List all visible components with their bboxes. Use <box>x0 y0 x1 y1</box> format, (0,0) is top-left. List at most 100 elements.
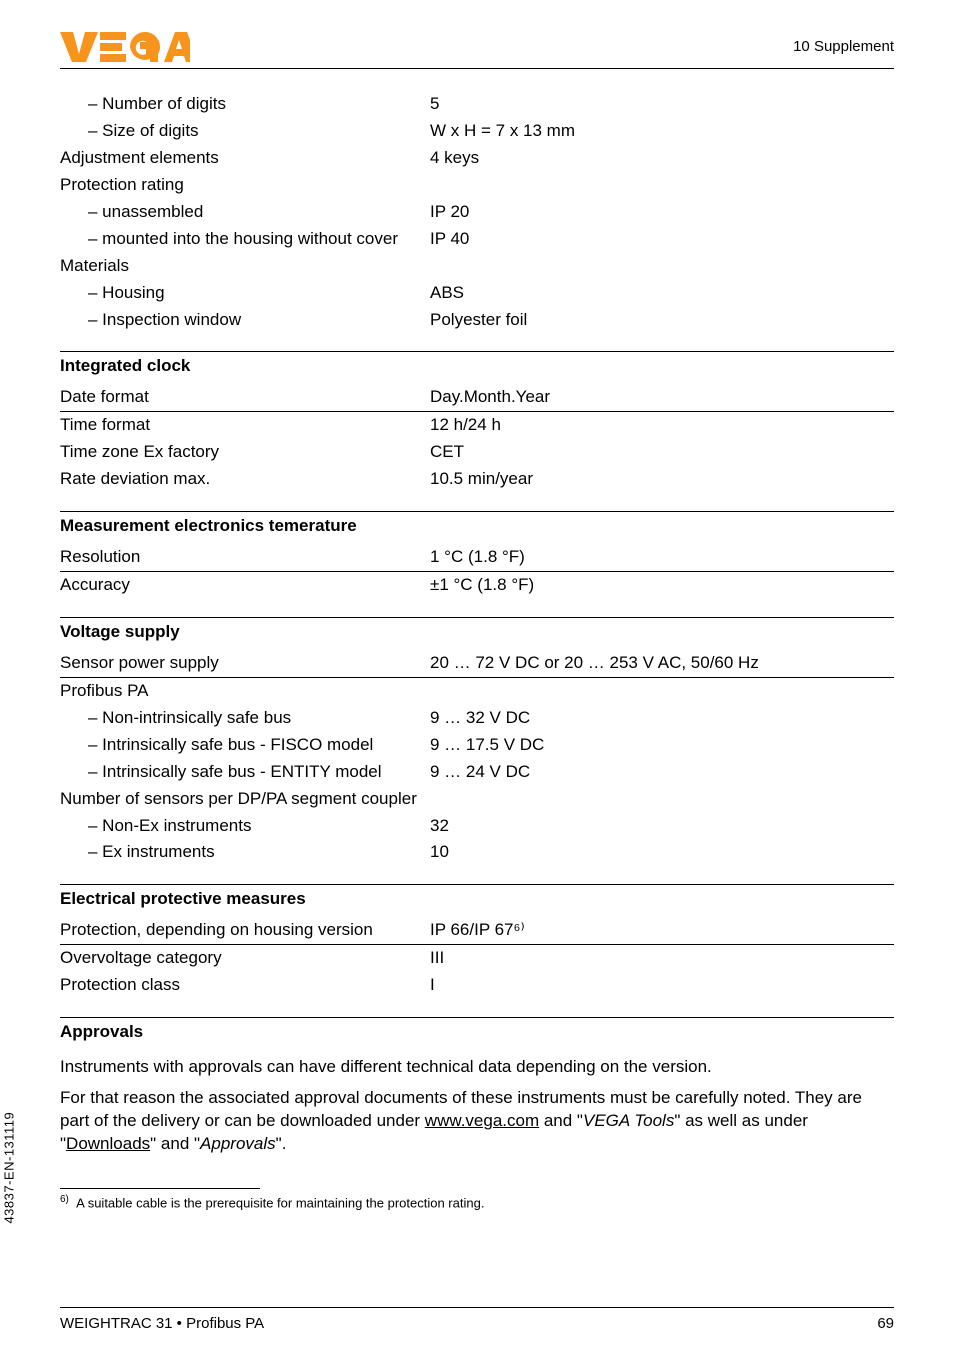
spec-row: Time zone Ex factoryCET <box>60 439 894 466</box>
footnote-marker: 6) <box>60 1194 69 1205</box>
content-body: – Number of digits5– Size of digitsW x H… <box>60 91 894 999</box>
spec-value: 4 keys <box>430 147 894 170</box>
spec-row: Number of sensors per DP/PA segment coup… <box>60 786 894 813</box>
vega-logo <box>60 30 190 64</box>
header-bar: 10 Supplement <box>60 30 894 69</box>
footer-page-number: 69 <box>877 1314 894 1334</box>
approvals-text: ". <box>276 1134 287 1153</box>
spec-row: Materials <box>60 253 894 280</box>
spec-value: W x H = 7 x 13 mm <box>430 120 894 143</box>
spec-label: – Intrinsically safe bus - FISCO model <box>60 734 430 757</box>
link-downloads[interactable]: Downloads <box>66 1134 150 1153</box>
spec-value <box>430 680 894 703</box>
spec-label: Number of sensors per DP/PA segment coup… <box>60 788 430 811</box>
spec-label: Time format <box>60 414 430 437</box>
spec-row: Sensor power supply20 … 72 V DC or 20 … … <box>60 650 894 678</box>
spec-label: – Ex instruments <box>60 841 430 864</box>
section-heading: Measurement electronics temerature <box>60 511 894 544</box>
spec-value: 9 … 32 V DC <box>430 707 894 730</box>
spec-value <box>430 788 894 811</box>
footnote: 6) A suitable cable is the prerequisite … <box>60 1193 894 1212</box>
spec-row: Adjustment elements4 keys <box>60 145 894 172</box>
spec-value: 5 <box>430 93 894 116</box>
spec-value: ±1 °C (1.8 °F) <box>430 574 894 597</box>
spec-value: 32 <box>430 815 894 838</box>
approvals-italic: VEGA Tools <box>583 1111 674 1130</box>
spec-label: Rate deviation max. <box>60 468 430 491</box>
spec-label: – Inspection window <box>60 309 430 332</box>
spec-row: Protection, depending on housing version… <box>60 917 894 945</box>
spec-row: – Inspection windowPolyester foil <box>60 307 894 334</box>
spec-value: Polyester foil <box>430 309 894 332</box>
spec-row: – Intrinsically safe bus - ENTITY model9… <box>60 759 894 786</box>
spec-label: – Non-intrinsically safe bus <box>60 707 430 730</box>
spec-row: Protection classI <box>60 972 894 999</box>
link-vega[interactable]: www.vega.com <box>425 1111 539 1130</box>
spec-row: Protection rating <box>60 172 894 199</box>
spec-row: Overvoltage categoryIII <box>60 945 894 972</box>
spec-row: – Ex instruments10 <box>60 839 894 866</box>
spec-label: Materials <box>60 255 430 278</box>
approvals-line1: Instruments with approvals can have diff… <box>60 1057 712 1076</box>
spec-value: 12 h/24 h <box>430 414 894 437</box>
footnote-separator <box>60 1188 260 1189</box>
footer-left: WEIGHTRAC 31 • Profibus PA <box>60 1314 264 1334</box>
spec-value: IP 40 <box>430 228 894 251</box>
section-heading: Voltage supply <box>60 617 894 650</box>
spec-value: 20 … 72 V DC or 20 … 253 V AC, 50/60 Hz <box>430 652 894 675</box>
spec-row: Date formatDay.Month.Year <box>60 384 894 412</box>
spec-row: Time format12 h/24 h <box>60 412 894 439</box>
spec-label: Overvoltage category <box>60 947 430 970</box>
page-footer: WEIGHTRAC 31 • Profibus PA 69 <box>60 1307 894 1334</box>
spec-row: – Intrinsically safe bus - FISCO model9 … <box>60 732 894 759</box>
approvals-body: Instruments with approvals can have diff… <box>60 1050 894 1160</box>
spec-row: Resolution1 °C (1.8 °F) <box>60 544 894 572</box>
approvals-text: " and " <box>150 1134 200 1153</box>
spec-row: – HousingABS <box>60 280 894 307</box>
spec-label: – Housing <box>60 282 430 305</box>
spec-value: I <box>430 974 894 997</box>
chapter-label: 10 Supplement <box>793 37 894 57</box>
spec-value: 10 <box>430 841 894 864</box>
spec-row: Rate deviation max.10.5 min/year <box>60 466 894 493</box>
spec-label: – Intrinsically safe bus - ENTITY model <box>60 761 430 784</box>
spec-row: – Non-intrinsically safe bus9 … 32 V DC <box>60 705 894 732</box>
spec-row: Accuracy±1 °C (1.8 °F) <box>60 572 894 599</box>
spec-row: – Number of digits5 <box>60 91 894 118</box>
spec-value: CET <box>430 441 894 464</box>
spec-value: 1 °C (1.8 °F) <box>430 546 894 569</box>
spec-row: – Non-Ex instruments32 <box>60 813 894 840</box>
spec-value: 10.5 min/year <box>430 468 894 491</box>
spec-label: Profibus PA <box>60 680 430 703</box>
spec-label: – Non-Ex instruments <box>60 815 430 838</box>
approvals-heading: Approvals <box>60 1017 894 1050</box>
spec-label: Adjustment elements <box>60 147 430 170</box>
spec-value: 9 … 24 V DC <box>430 761 894 784</box>
spec-label: Protection class <box>60 974 430 997</box>
spec-label: Accuracy <box>60 574 430 597</box>
spec-value: Day.Month.Year <box>430 386 894 409</box>
spec-label: – Size of digits <box>60 120 430 143</box>
spec-label: – Number of digits <box>60 93 430 116</box>
approvals-text: and " <box>539 1111 583 1130</box>
spec-row: – unassembledIP 20 <box>60 199 894 226</box>
approvals-italic: Approvals <box>200 1134 276 1153</box>
spec-value: IP 20 <box>430 201 894 224</box>
footnote-text: A suitable cable is the prerequisite for… <box>76 1195 484 1210</box>
spec-row: – Size of digitsW x H = 7 x 13 mm <box>60 118 894 145</box>
spec-label: Sensor power supply <box>60 652 430 675</box>
spec-label: Time zone Ex factory <box>60 441 430 464</box>
spec-label: – mounted into the housing without cover <box>60 228 430 251</box>
spec-label: Resolution <box>60 546 430 569</box>
spec-value <box>430 174 894 197</box>
spec-label: Protection, depending on housing version <box>60 919 430 942</box>
spec-row: Profibus PA <box>60 678 894 705</box>
approvals-para2: For that reason the associated approval … <box>60 1083 894 1160</box>
spec-value: III <box>430 947 894 970</box>
spec-row: – mounted into the housing without cover… <box>60 226 894 253</box>
section-heading: Integrated clock <box>60 351 894 384</box>
spec-value: 9 … 17.5 V DC <box>430 734 894 757</box>
section-heading: Electrical protective measures <box>60 884 894 917</box>
spec-label: Date format <box>60 386 430 409</box>
spec-label: – unassembled <box>60 201 430 224</box>
